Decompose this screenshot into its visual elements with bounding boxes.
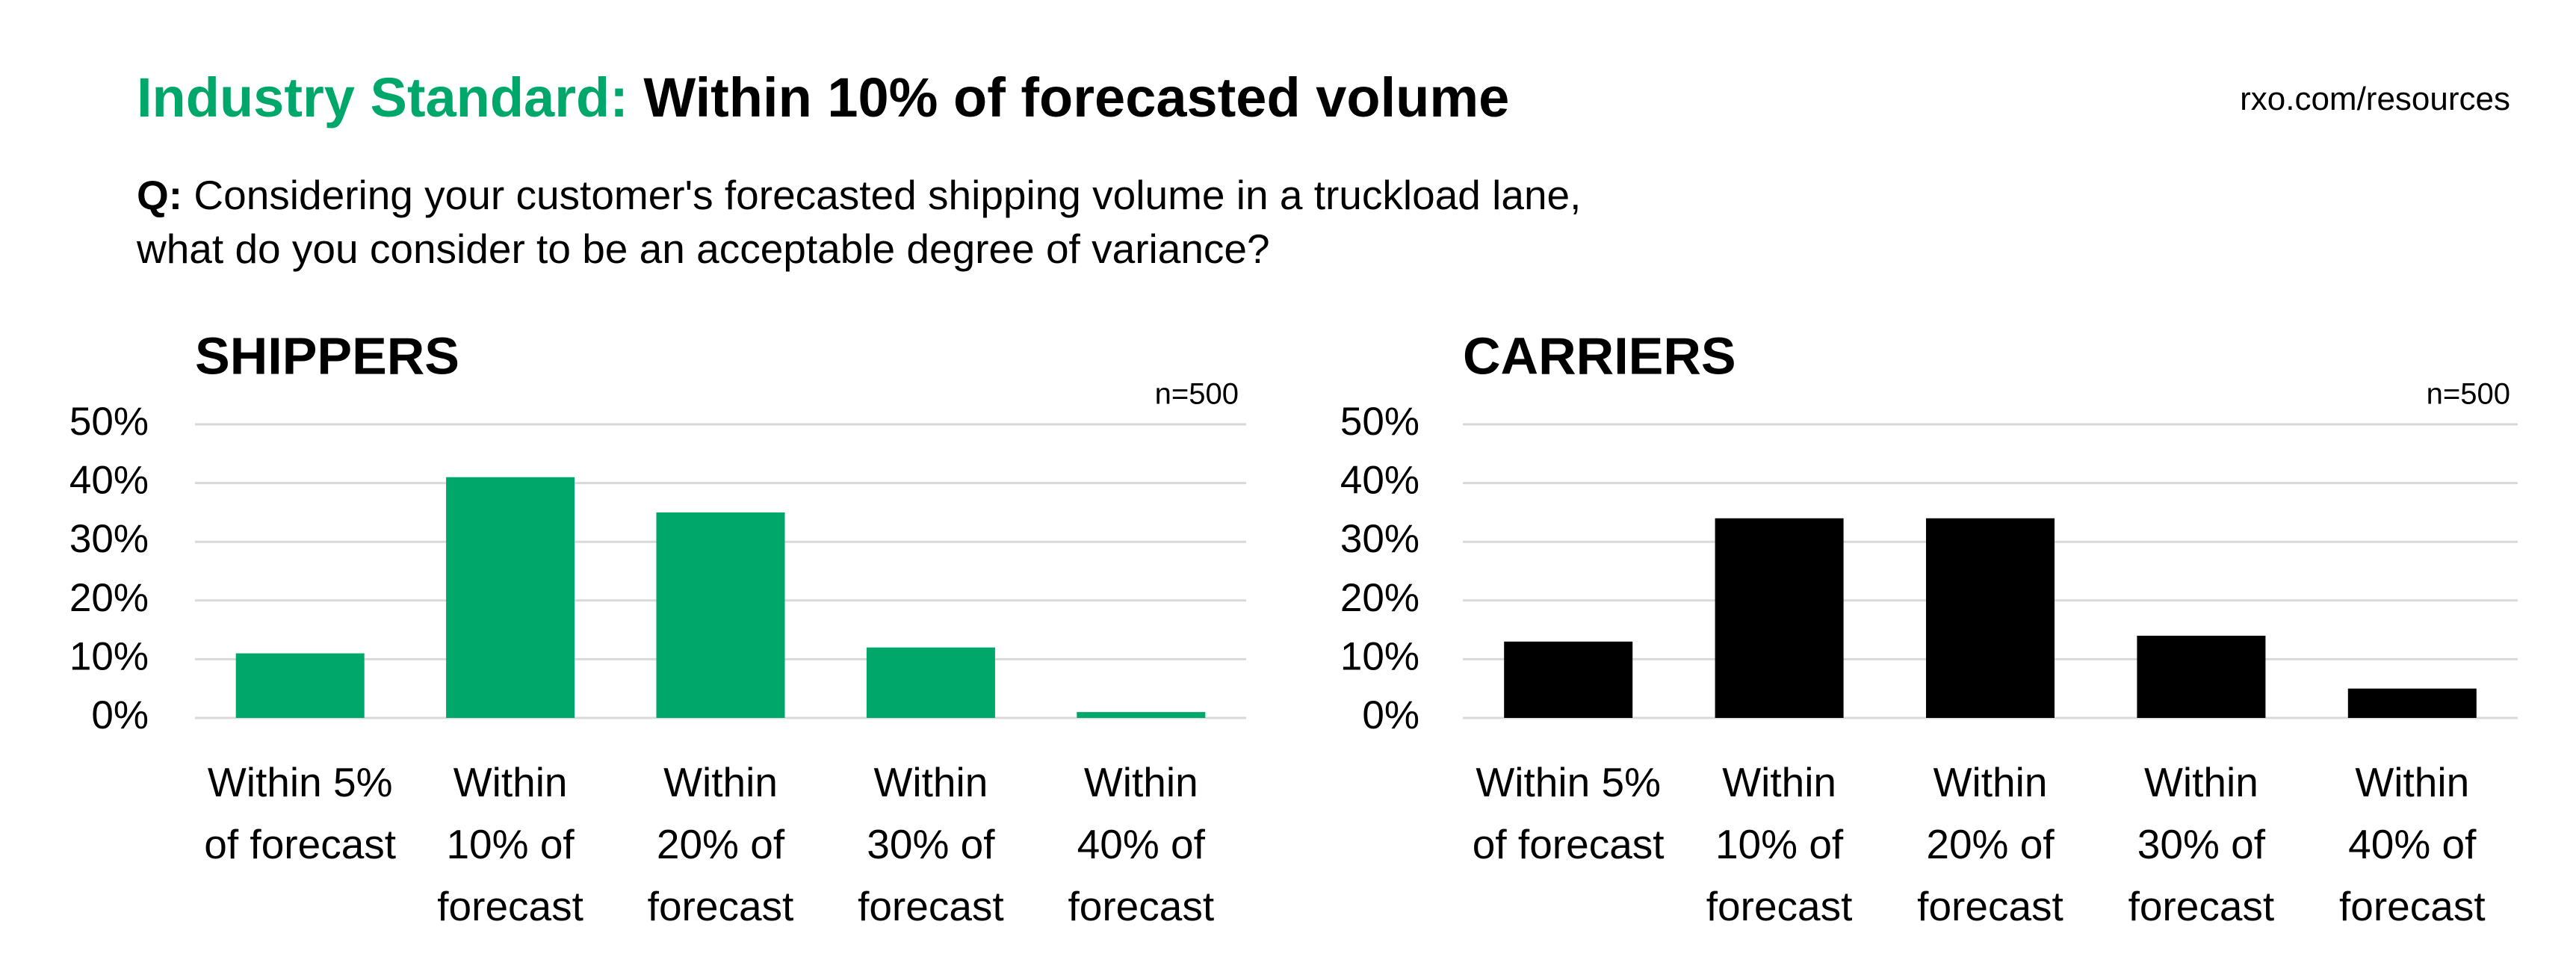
chart-title: SHIPPERS [195, 326, 459, 385]
bar [2137, 635, 2266, 718]
chart-title: CARRIERS [1463, 326, 1736, 385]
bar [1926, 518, 2055, 718]
y-tick-label: 50% [1340, 400, 1419, 444]
question-line: what do you consider to be an acceptable… [137, 226, 1270, 272]
x-tick-label: Within 40% of forecast [2338, 759, 2486, 929]
y-tick-label: 20% [69, 576, 149, 620]
title-prefix: Industry Standard: [137, 66, 628, 128]
y-tick-label: 50% [69, 400, 149, 444]
bar [2347, 688, 2477, 718]
sample-note: n=500 [2427, 378, 2510, 411]
y-tick-label: 40% [69, 459, 149, 503]
y-tick-label: 40% [1340, 459, 1419, 503]
x-tick-label: Within 10% of forecast [1706, 759, 1853, 929]
page-title: Industry Standard: Within 10% of forecas… [137, 66, 1509, 129]
x-tick-label: Within 30% of forecast [858, 759, 1004, 929]
bar [866, 647, 995, 718]
bar [1504, 641, 1633, 718]
y-tick-label: 10% [1340, 634, 1419, 678]
question: Q: Considering your customer's forecaste… [137, 168, 1581, 276]
x-tick-label: Within 5% of forecast [1472, 759, 1665, 867]
x-tick-label: Within 20% of forecast [647, 759, 794, 929]
x-tick-label: Within 10% of forecast [437, 759, 583, 929]
bar [446, 477, 575, 718]
title-text: Within 10% of forecasted volume [643, 66, 1510, 128]
y-tick-label: 30% [69, 517, 149, 561]
bar [1077, 712, 1206, 718]
y-tick-label: 10% [69, 634, 149, 678]
sample-note: n=500 [1155, 378, 1239, 411]
x-tick-label: Within 40% of forecast [1068, 759, 1215, 929]
x-tick-label: Within 5% of forecast [204, 759, 397, 867]
question-line: Considering your customer's forecasted s… [193, 172, 1582, 218]
bar [656, 512, 785, 718]
question-label: Q: [137, 172, 183, 218]
source: rxo.com/resources [2240, 81, 2510, 117]
y-tick-label: 0% [91, 693, 149, 737]
y-tick-label: 0% [1362, 693, 1419, 737]
x-tick-label: Within 20% of forecast [1917, 759, 2063, 929]
bar [235, 653, 365, 718]
bar [1715, 518, 1844, 718]
y-tick-label: 30% [1340, 517, 1419, 561]
y-tick-label: 20% [1340, 576, 1419, 620]
x-tick-label: Within 30% of forecast [2128, 759, 2275, 929]
